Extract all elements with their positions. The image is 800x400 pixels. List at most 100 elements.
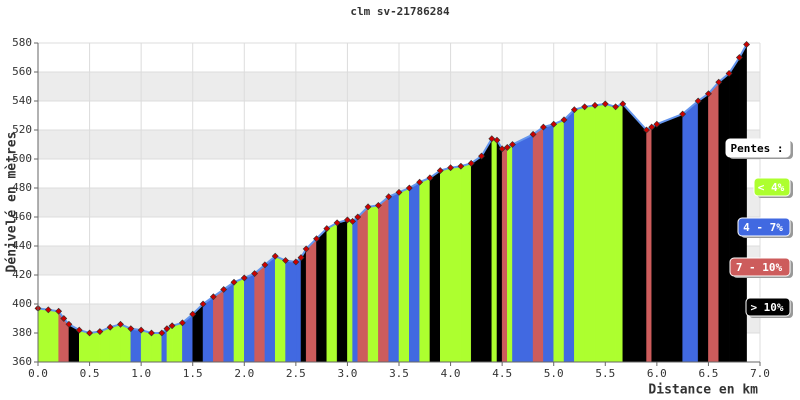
x-tick-label: 2.0 (234, 367, 254, 380)
y-tick-label: 360 (12, 355, 32, 368)
point-marker (457, 162, 465, 170)
point-marker (743, 41, 751, 48)
point-marker (209, 293, 217, 301)
legend-title-label: Pentes : (731, 142, 784, 155)
y-tick-label: 460 (12, 210, 32, 223)
point-marker (178, 319, 186, 327)
slope-segment (244, 273, 255, 363)
slope-segment (470, 155, 482, 363)
slope-segment (409, 181, 420, 363)
point-marker (619, 100, 627, 108)
slope-segment (739, 44, 747, 363)
slope-segment (130, 328, 142, 363)
slope-segment (79, 329, 90, 363)
point-marker (297, 254, 305, 262)
point-marker (385, 193, 393, 201)
point-marker (447, 164, 454, 172)
point-marker (581, 103, 589, 111)
point-marker (189, 310, 197, 318)
slope-segment (507, 144, 513, 363)
slope-segment (398, 187, 410, 363)
y-tick-label: 420 (12, 268, 32, 281)
point-marker (282, 257, 289, 264)
legend-item-box (737, 217, 791, 237)
point-marker (349, 217, 357, 225)
slope-segment (367, 205, 379, 363)
slope-segment (697, 93, 709, 363)
point-marker (127, 325, 135, 333)
slope-segment (336, 219, 348, 363)
point-marker (240, 274, 248, 282)
point-marker (529, 130, 537, 138)
slope-segment (254, 264, 266, 363)
point-marker (648, 123, 656, 131)
x-tick-label: 0.5 (80, 367, 100, 380)
slope-segment (440, 167, 451, 363)
x-tick-label: 6.0 (647, 367, 667, 380)
slope-segment (48, 309, 59, 363)
point-marker (137, 326, 145, 334)
point-marker (591, 101, 599, 109)
slope-segment (496, 139, 503, 363)
x-tick-label: 1.0 (131, 367, 151, 380)
slope-segment (151, 332, 163, 363)
slope-segment (326, 222, 338, 363)
point-marker (86, 329, 93, 337)
y-axis-label: Dénivelé en mètres (5, 132, 20, 273)
point-marker (60, 315, 68, 322)
slope-segment (213, 289, 224, 363)
point-marker (653, 120, 661, 128)
slope-segment (388, 191, 400, 363)
slope-segment (615, 103, 624, 363)
point-marker (199, 300, 207, 308)
slope-segment (450, 165, 462, 363)
slope-segment (481, 137, 493, 363)
y-tick-label: 440 (12, 239, 32, 252)
slope-segment (140, 329, 152, 363)
slope-segment (574, 106, 585, 363)
x-tick-label: 4.0 (441, 367, 461, 380)
slope-segment (656, 113, 683, 363)
point-marker (560, 116, 568, 124)
y-tick-label: 560 (12, 65, 32, 78)
point-marker (96, 328, 104, 335)
y-tick-label: 380 (12, 326, 32, 339)
point-marker (292, 258, 300, 266)
point-marker (75, 326, 83, 334)
slope-segment (378, 196, 389, 363)
x-axis-label: Distance en km (648, 383, 758, 398)
slope-segment (622, 103, 647, 363)
slope-segment (285, 260, 297, 363)
slope-segment (460, 163, 472, 363)
legend-item-label: < 4% (758, 181, 785, 194)
slope-segment (708, 81, 719, 363)
point-marker (395, 188, 403, 196)
y-tick-label: 480 (12, 181, 32, 194)
slope-segment (605, 103, 616, 363)
point-marker (313, 235, 320, 243)
slope-segment (37, 308, 49, 363)
x-tick-label: 2.5 (286, 367, 306, 380)
x-tick-label: 4.5 (492, 367, 512, 380)
x-tick-label: 1.5 (183, 367, 203, 380)
slope-segment (419, 177, 431, 363)
point-marker (148, 329, 155, 337)
x-tick-label: 7.0 (750, 367, 770, 380)
slope-segment (300, 247, 307, 363)
point-marker (539, 123, 547, 131)
chart-title: clm sv-21786284 (350, 5, 450, 18)
slope-segment (501, 147, 508, 363)
slope-segment (491, 138, 498, 363)
slope-segment (347, 219, 353, 363)
point-marker (503, 143, 511, 151)
x-tick-label: 6.5 (698, 367, 718, 380)
point-marker (550, 120, 558, 128)
point-marker (436, 167, 444, 175)
slope-segment (682, 100, 699, 363)
point-marker (612, 103, 620, 111)
slope-segment (728, 56, 740, 363)
slope-segment (584, 105, 596, 363)
slope-segment (295, 257, 302, 363)
slope-segment (594, 103, 606, 363)
